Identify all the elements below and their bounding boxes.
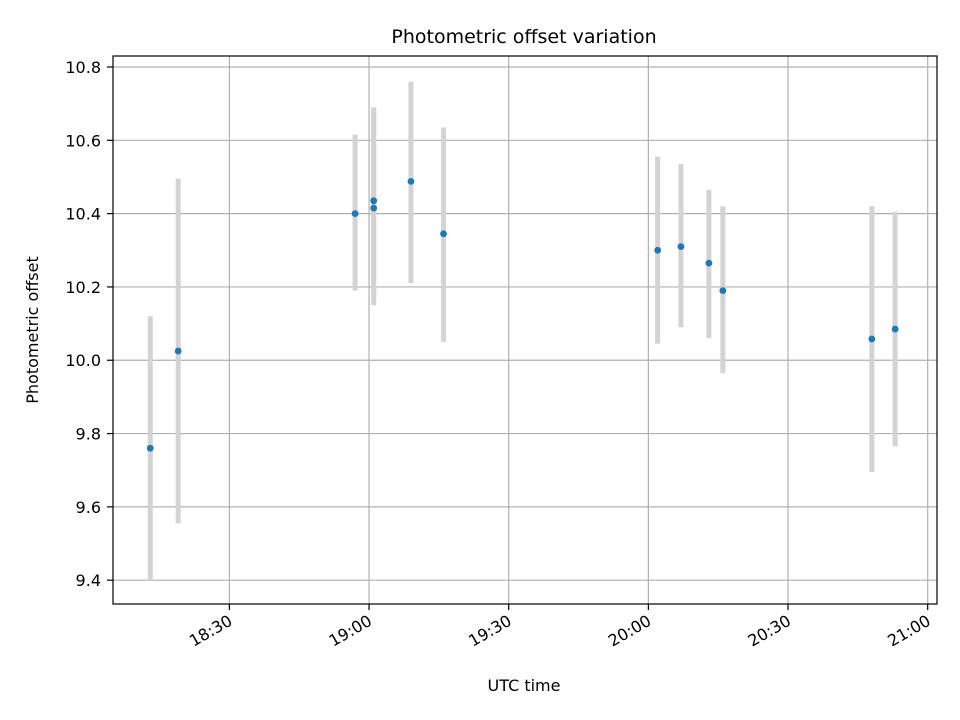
plot-frame xyxy=(112,55,938,605)
data-point xyxy=(677,243,685,251)
chart-title: Photometric offset variation xyxy=(391,26,656,48)
data-point xyxy=(719,287,727,294)
data-point xyxy=(868,335,876,343)
data-point xyxy=(891,325,899,333)
y-axis-label: Photometric offset xyxy=(23,256,42,404)
data-point xyxy=(351,210,359,218)
data-point xyxy=(370,197,378,205)
y-tick-label: 10.4 xyxy=(65,205,101,224)
y-tick-label: 9.6 xyxy=(76,498,101,517)
data-point xyxy=(146,444,154,452)
data-points xyxy=(146,177,899,452)
data-point xyxy=(174,347,182,355)
y-tick-label: 9.4 xyxy=(76,571,101,590)
x-axis-label: UTC time xyxy=(488,676,561,695)
data-point xyxy=(705,259,713,267)
y-tick-label: 10.2 xyxy=(65,278,101,297)
data-point xyxy=(370,204,378,212)
data-point xyxy=(407,177,415,185)
grid xyxy=(113,56,937,604)
y-tick-label: 10.8 xyxy=(65,58,101,77)
data-point xyxy=(440,230,447,238)
data-point xyxy=(654,246,662,254)
y-tick-label: 9.8 xyxy=(76,425,101,444)
y-axis: 9.4 9.6 9.8 10.0 10.2 10.4 10.6 10.8 xyxy=(65,58,113,590)
y-tick-label: 10.6 xyxy=(65,131,101,150)
y-tick-label: 10.0 xyxy=(65,351,101,370)
